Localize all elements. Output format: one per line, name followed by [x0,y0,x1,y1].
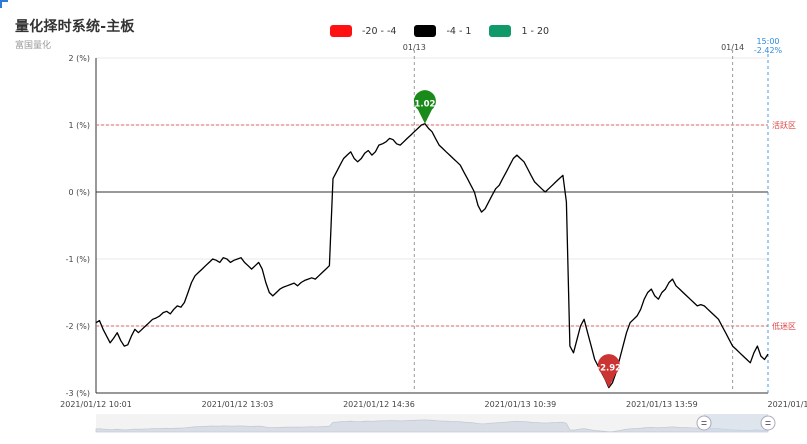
y-tick-label: 2 (%) [69,54,90,63]
day-label: 01/14 [721,43,744,52]
handle-circle [696,415,712,431]
legend-label-low: -20 - -4 [362,25,397,37]
series-line-path [95,123,769,389]
handle-circle [760,415,776,431]
y-tick-label: 0 (%) [69,188,90,197]
max-marker[interactable]: 1.02 [413,90,436,124]
navigator-selection[interactable] [704,414,768,432]
range-navigator[interactable] [95,414,776,433]
corner-accent [0,0,8,8]
legend-item-low[interactable]: -20 - -4 [330,25,396,37]
legend-swatch-low [330,25,352,37]
y-tick-label: 1 (%) [69,121,90,130]
y-axis-ticks: 2 (%) 1 (%) 0 (%) -1 (%) -2 (%) -3 (%) [66,54,90,398]
x-tick-label: 2021/01/13 13:59 [626,400,698,409]
legend-swatch-high [489,25,512,37]
marker-pin [597,354,620,388]
chart-subtitle: 富国量化 [15,41,52,51]
series-line [95,123,769,389]
x-axis-ticks: 2021/01/12 10:01 2021/01/12 13:03 2021/01/… [60,400,807,409]
x-tick-label: 2021/01/12 10:01 [60,400,132,409]
zone-label: 活跃区 [772,120,796,130]
navigator-area [95,419,769,433]
navigator-handle[interactable] [696,415,712,431]
value-markers[interactable]: 1.02 -2.92 [413,90,622,388]
legend: -20 - -4 -4 - 1 1 - 20 [330,25,567,37]
legend-swatch-mid [414,25,437,37]
x-tick-label: 2021/01/12 14:36 [343,400,415,409]
legend-item-mid[interactable]: -4 - 1 [414,25,471,37]
legend-item-high[interactable]: 1 - 20 [489,25,549,37]
navigator-handle[interactable] [760,415,776,431]
marker-pin [413,90,436,124]
zone-label: 低迷区 [772,321,796,331]
end-value-label: -2.42% [754,46,783,55]
legend-label-high: 1 - 20 [521,25,550,37]
marker-label: 1.02 [414,100,435,110]
x-tick-label: 2021/01/12 13:03 [202,400,274,409]
x-tick-label: 2021/01/14 10:03 [768,400,807,409]
chart-title: 量化择时系统-主板 [15,19,135,35]
end-time-label: 15:00 [756,37,779,46]
x-tick-label: 2021/01/13 10:39 [485,400,557,409]
y-tick-label: -2 (%) [66,322,90,331]
day-label: 01/13 [403,43,426,52]
marker-label: -2.92 [597,364,622,374]
y-tick-label: -3 (%) [66,389,90,398]
y-tick-label: -1 (%) [66,255,90,264]
legend-label-mid: -4 - 1 [446,25,472,37]
min-marker[interactable]: -2.92 [597,354,622,388]
